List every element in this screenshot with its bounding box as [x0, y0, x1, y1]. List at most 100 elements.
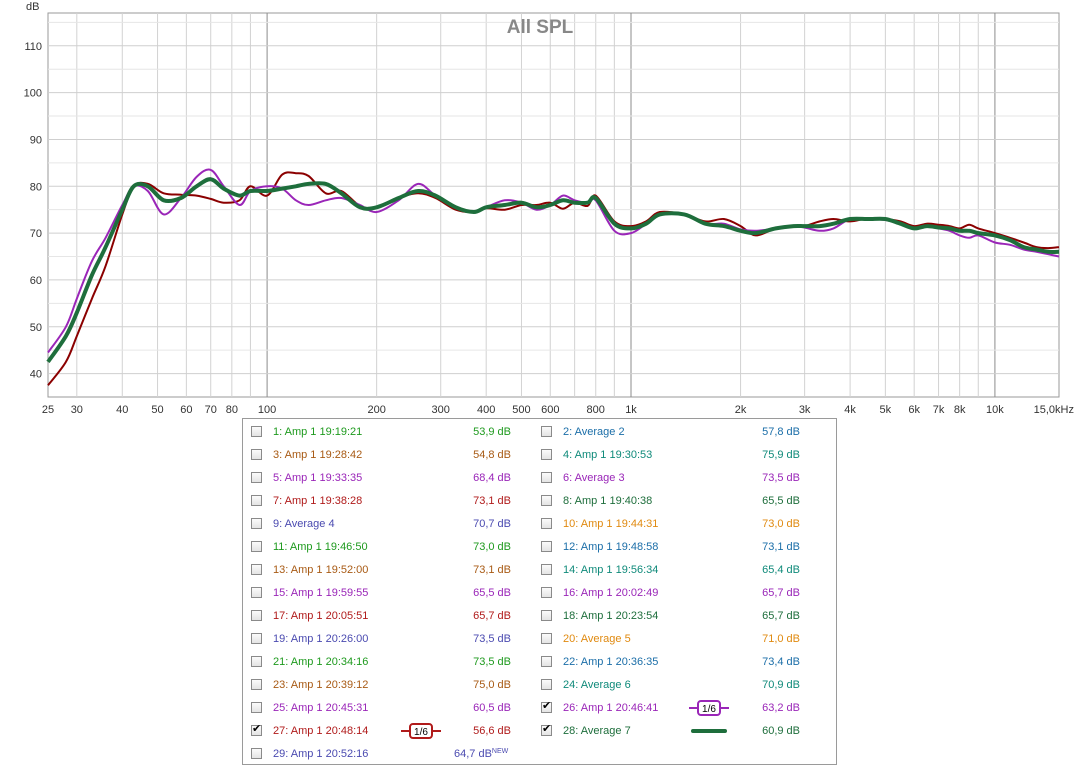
line-style-icon[interactable] — [689, 723, 729, 739]
legend-checkbox[interactable] — [251, 633, 262, 644]
legend-checkbox[interactable] — [251, 518, 262, 529]
legend-value-text: 60,5 dB — [473, 702, 511, 714]
legend-item[interactable]: 15: Amp 1 19:59:55 65,5 dB — [251, 583, 536, 603]
x-tick-label: 7k — [933, 404, 945, 416]
legend-value-text: 73,1 dB — [762, 541, 800, 553]
legend-item[interactable]: 20: Average 5 71,0 dB — [541, 629, 826, 649]
legend-label: 25: Amp 1 20:45:31 — [273, 702, 369, 714]
legend-item[interactable]: 23: Amp 1 20:39:12 75,0 dB — [251, 675, 536, 695]
legend-item[interactable]: 26: Amp 1 20:46:41 1/6 63,2 dB — [541, 698, 826, 718]
legend-item[interactable]: 5: Amp 1 19:33:35 68,4 dB — [251, 468, 536, 488]
legend-label: 12: Amp 1 19:48:58 — [563, 541, 659, 553]
legend-value: 65,7 dB — [730, 606, 800, 626]
legend-item[interactable]: 4: Amp 1 19:30:53 75,9 dB — [541, 445, 826, 465]
legend-item[interactable]: 3: Amp 1 19:28:42 54,8 dB — [251, 445, 536, 465]
legend-value: 65,5 dB — [441, 583, 511, 603]
x-tick-label: 15,0kHz — [1034, 404, 1074, 416]
smoothing-icon[interactable]: 1/6 — [401, 723, 441, 739]
legend-value-text: 60,9 dB — [762, 725, 800, 737]
legend-item[interactable]: 2: Average 2 57,8 dB — [541, 422, 826, 442]
legend-value-text: 64,7 dB — [454, 748, 492, 760]
legend-item[interactable]: 16: Amp 1 20:02:49 65,7 dB — [541, 583, 826, 603]
smoothing-icon[interactable]: 1/6 — [689, 700, 729, 716]
legend-item[interactable]: 29: Amp 1 20:52:16 64,7 dBNEW — [251, 744, 536, 764]
legend-checkbox[interactable] — [251, 564, 262, 575]
x-tick-label: 600 — [541, 404, 559, 416]
legend-value-text: 65,7 dB — [473, 610, 511, 622]
legend-checkbox[interactable] — [541, 472, 552, 483]
legend-item[interactable]: 13: Amp 1 19:52:00 73,1 dB — [251, 560, 536, 580]
legend-item[interactable]: 14: Amp 1 19:56:34 65,4 dB — [541, 560, 826, 580]
y-axis-label: dB — [26, 1, 39, 13]
legend-label: 15: Amp 1 19:59:55 — [273, 587, 369, 599]
legend-item[interactable]: 24: Average 6 70,9 dB — [541, 675, 826, 695]
legend-value-text: 73,1 dB — [473, 495, 511, 507]
legend-checkbox[interactable] — [541, 495, 552, 506]
legend-checkbox[interactable] — [541, 449, 552, 460]
legend-checkbox[interactable] — [251, 702, 262, 713]
legend-value: 65,5 dB — [730, 491, 800, 511]
legend-value: 56,6 dB — [441, 721, 511, 741]
legend-checkbox[interactable] — [251, 656, 262, 667]
series-line-3 — [46, 177, 1060, 364]
legend-item[interactable]: 25: Amp 1 20:45:31 60,5 dB — [251, 698, 536, 718]
legend-item[interactable]: 8: Amp 1 19:40:38 65,5 dB — [541, 491, 826, 511]
x-tick-label: 40 — [116, 404, 128, 416]
legend-checkbox[interactable] — [541, 633, 552, 644]
legend-item[interactable]: 18: Amp 1 20:23:54 65,7 dB — [541, 606, 826, 626]
x-tick-label: 60 — [180, 404, 192, 416]
legend-value-text: 65,7 dB — [762, 587, 800, 599]
legend-value: 73,0 dB — [730, 514, 800, 534]
x-axis-ticks: 25 30 40 50 60 70 80 100 200 300 400 500 600 800 1k 2k 3… — [42, 404, 1074, 416]
legend-checkbox[interactable] — [251, 426, 262, 437]
legend-checkbox[interactable] — [541, 679, 552, 690]
x-tick-label: 400 — [477, 404, 495, 416]
legend-checkbox[interactable] — [541, 725, 552, 736]
legend-value: 73,0 dB — [441, 537, 511, 557]
legend-checkbox[interactable] — [541, 702, 552, 713]
legend-checkbox[interactable] — [251, 449, 262, 460]
legend-value-text: 75,9 dB — [762, 449, 800, 461]
legend-item[interactable]: 27: Amp 1 20:48:14 1/6 56,6 dB — [251, 721, 536, 741]
legend-checkbox[interactable] — [251, 587, 262, 598]
legend-checkbox[interactable] — [251, 725, 262, 736]
legend-checkbox[interactable] — [251, 610, 262, 621]
legend-checkbox[interactable] — [541, 656, 552, 667]
legend-value: 54,8 dB — [441, 445, 511, 465]
legend-checkbox[interactable] — [541, 541, 552, 552]
x-tick-label: 30 — [71, 404, 83, 416]
legend-item[interactable]: 10: Amp 1 19:44:31 73,0 dB — [541, 514, 826, 534]
x-tick-label: 25 — [42, 404, 54, 416]
legend-value: 60,9 dB — [730, 721, 800, 741]
legend-checkbox[interactable] — [251, 472, 262, 483]
legend-item[interactable]: 21: Amp 1 20:34:16 73,5 dB — [251, 652, 536, 672]
legend-label: 8: Amp 1 19:40:38 — [563, 495, 653, 507]
legend-checkbox[interactable] — [251, 541, 262, 552]
spl-chart: 40 50 60 70 80 90 100 110 25 30 40 50 60 70 80 100 200 3… — [24, 1, 1074, 416]
legend-checkbox[interactable] — [541, 426, 552, 437]
x-tick-label: 80 — [226, 404, 238, 416]
legend-value: 73,5 dB — [441, 629, 511, 649]
legend-checkbox[interactable] — [541, 564, 552, 575]
legend-checkbox[interactable] — [251, 679, 262, 690]
legend-item[interactable]: 6: Average 3 73,5 dB — [541, 468, 826, 488]
chart-title: All SPL — [507, 17, 574, 38]
legend-item[interactable]: 1: Amp 1 19:19:21 53,9 dB — [251, 422, 536, 442]
legend-item[interactable]: 28: Average 7 60,9 dB — [541, 721, 826, 741]
legend-item[interactable]: 7: Amp 1 19:38:28 73,1 dB — [251, 491, 536, 511]
legend-checkbox[interactable] — [251, 495, 262, 506]
y-tick-label: 90 — [30, 134, 42, 146]
legend-value-text: 71,0 dB — [762, 633, 800, 645]
legend-checkbox[interactable] — [541, 518, 552, 529]
legend-checkbox[interactable] — [541, 587, 552, 598]
legend-item[interactable]: 9: Average 4 70,7 dB — [251, 514, 536, 534]
legend-value: 65,4 dB — [730, 560, 800, 580]
legend-item[interactable]: 11: Amp 1 19:46:50 73,0 dB — [251, 537, 536, 557]
legend-item[interactable]: 17: Amp 1 20:05:51 65,7 dB — [251, 606, 536, 626]
legend-item[interactable]: 12: Amp 1 19:48:58 73,1 dB — [541, 537, 826, 557]
legend-checkbox[interactable] — [251, 748, 262, 759]
legend-checkbox[interactable] — [541, 610, 552, 621]
legend-item[interactable]: 22: Amp 1 20:36:35 73,4 dB — [541, 652, 826, 672]
legend-item[interactable]: 19: Amp 1 20:26:00 73,5 dB — [251, 629, 536, 649]
legend-value: 65,7 dB — [730, 583, 800, 603]
